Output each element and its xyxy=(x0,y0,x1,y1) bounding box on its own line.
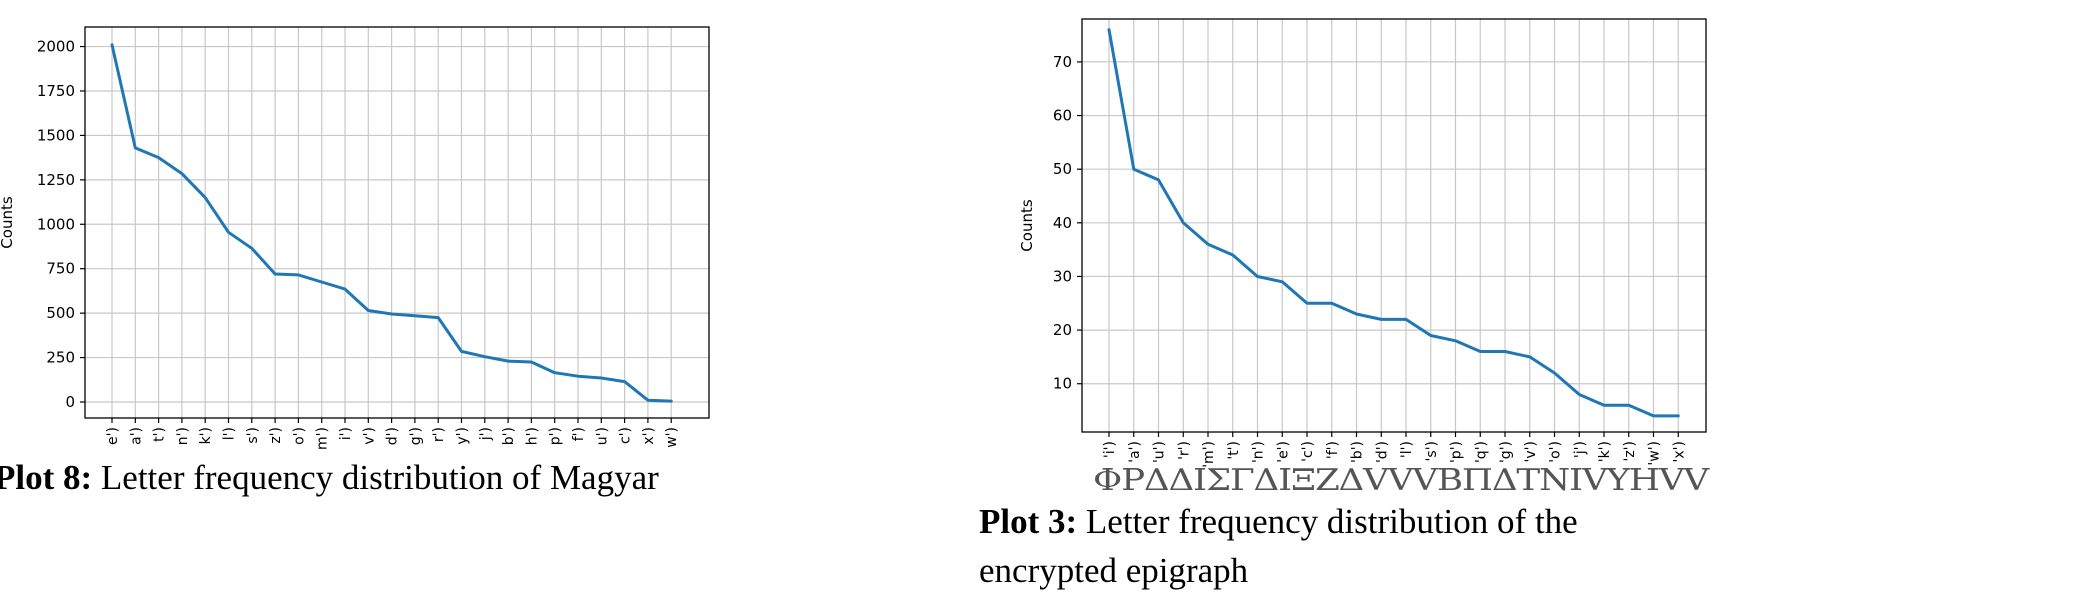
x-tick-label: 'j') xyxy=(1572,441,1588,458)
x-tick-label: 'o') xyxy=(1548,441,1564,463)
x-tick-label: h') xyxy=(524,427,540,445)
y-axis-label: Counts xyxy=(1018,199,1036,252)
series-line xyxy=(1107,28,1680,418)
x-tick-label: y') xyxy=(455,427,471,445)
x-tick-label: 'q') xyxy=(1473,441,1489,463)
caption-label: Plot 3: xyxy=(979,502,1078,541)
x-tick-label: m') xyxy=(315,427,331,450)
x-tick-label: 'r') xyxy=(1176,441,1192,460)
x-tick-label: 'b') xyxy=(1350,441,1366,463)
plot-frame xyxy=(84,26,710,419)
x-tick-label: 'c') xyxy=(1300,441,1316,462)
caption-text-line2: encrypted epigraph xyxy=(979,551,1249,590)
y-tick-label: 1750 xyxy=(37,82,75,100)
x-tick-label: k') xyxy=(198,427,214,444)
x-tick-label: 'w') xyxy=(1647,441,1663,466)
x-tick-label: 'x') xyxy=(1671,441,1687,462)
x-tick-label: 'p') xyxy=(1449,441,1465,463)
y-tick-label: 1000 xyxy=(37,215,75,233)
x-tick-label: p') xyxy=(548,427,564,445)
y-tick-label: 70 xyxy=(1053,53,1072,71)
x-tick-label: 't') xyxy=(1226,441,1242,460)
x-tick-label: 'u') xyxy=(1152,441,1168,463)
x-tick-label: 'd') xyxy=(1374,441,1390,463)
y-tick-label: 30 xyxy=(1053,267,1072,285)
x-tick-label: v') xyxy=(361,427,377,445)
x-tick-label: b') xyxy=(501,427,517,445)
x-tick-label: e') xyxy=(105,427,121,445)
x-tick-label: 'z') xyxy=(1622,441,1638,462)
x-tick-label: 'a') xyxy=(1127,441,1143,463)
caption-text: Letter frequency distribution of Magyar xyxy=(92,458,659,497)
x-tick-label: s') xyxy=(245,427,261,444)
x-tick-label: w') xyxy=(664,427,680,448)
x-tick-label: 'f') xyxy=(1325,441,1341,459)
series-line xyxy=(110,43,673,403)
x-tick-label: t') xyxy=(152,427,168,442)
x-tick-label: a') xyxy=(128,427,144,445)
x-tick-label: 'k') xyxy=(1597,441,1613,462)
x-tick-label: i') xyxy=(338,427,354,440)
x-tick-label: l') xyxy=(222,427,238,440)
caption-epigraph: Plot 3: Letter frequency distribution of… xyxy=(979,497,1578,595)
caption-magyar: Plot 8: Letter frequency distribution of… xyxy=(0,453,659,502)
x-tick-label: 'l') xyxy=(1399,441,1415,458)
x-tick-label: 'v') xyxy=(1523,441,1539,462)
x-tick-label: d') xyxy=(385,427,401,445)
x-tick-label: 's') xyxy=(1424,441,1440,461)
glyph-strip: ΦΡΔΔΙΣΓΔΙΞΖΔVVVBΠΔΤΝΙVΥΗVV xyxy=(1093,463,1711,498)
x-tick-label: r') xyxy=(431,427,447,442)
x-tick-label: 'e') xyxy=(1275,441,1291,463)
caption-label: Plot 8: xyxy=(0,458,93,497)
y-tick-label: 500 xyxy=(46,304,75,322)
x-tick-label: 'm') xyxy=(1201,441,1217,468)
x-tick-label: o') xyxy=(291,427,307,445)
y-tick-label: 750 xyxy=(46,260,75,278)
x-tick-label: n') xyxy=(175,427,191,445)
y-tick-label: 10 xyxy=(1053,375,1072,393)
y-tick-label: 60 xyxy=(1053,107,1072,125)
x-tick-label: 'i') xyxy=(1102,441,1118,458)
y-tick-label: 50 xyxy=(1053,160,1072,178)
caption-text: Letter frequency distribution of the xyxy=(1077,502,1578,541)
y-tick-label: 250 xyxy=(46,349,75,367)
x-tick-label: 'n') xyxy=(1251,441,1267,463)
y-tick-label: 0 xyxy=(65,393,75,411)
plot-frame xyxy=(1081,18,1707,433)
x-tick-label: x') xyxy=(641,427,657,445)
y-tick-label: 20 xyxy=(1053,321,1072,339)
x-tick-label: z') xyxy=(268,427,284,444)
y-tick-label: 1500 xyxy=(37,126,75,144)
x-tick-label: g') xyxy=(408,427,424,445)
x-tick-label: c') xyxy=(618,427,634,444)
x-tick-label: 'g') xyxy=(1498,441,1514,463)
x-tick-label: f') xyxy=(571,427,587,441)
y-tick-label: 40 xyxy=(1053,214,1072,232)
y-tick-label: 2000 xyxy=(37,38,75,56)
y-tick-label: 1250 xyxy=(37,171,75,189)
chart-magyar: 0 250 500 750 1000 1250 1500 1750 2000 e') a') t') n… xyxy=(0,26,710,450)
x-tick-label: u') xyxy=(594,427,610,445)
x-tick-label: j') xyxy=(478,427,494,441)
y-axis-label: Counts xyxy=(0,196,16,249)
chart-epigraph: 10 20 30 40 50 60 70 'i') 'a') 'u') 'r') 'm') 't') 'n… xyxy=(1018,18,1707,468)
